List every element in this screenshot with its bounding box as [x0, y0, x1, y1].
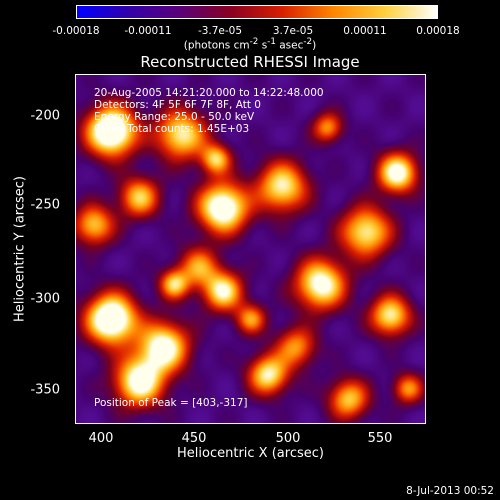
colorbar-tick: -0.00011: [124, 25, 172, 37]
info-line: Energy Range: 25.0 - 50.0 keV: [94, 111, 255, 123]
x-tick-label: 450: [181, 431, 207, 446]
heatmap-image: [76, 75, 425, 423]
timestamp: 8-Jul-2013 00:52: [406, 485, 494, 497]
y-tick-label: -200: [30, 108, 60, 124]
y-tick-label: -250: [30, 197, 60, 213]
colorbar: [76, 5, 438, 19]
x-tick-label: 500: [275, 431, 301, 446]
info-line: Clean Total counts: 1.45E+03: [94, 123, 250, 135]
colorbar-units: (photons cm-2 s-1 asec-2): [183, 37, 317, 52]
x-tick-label: 550: [367, 431, 393, 446]
plot-title: Reconstructed RHESSI Image: [140, 53, 360, 71]
info-line: Detectors: 4F 5F 6F 7F 8F, Att 0: [94, 99, 261, 111]
peak-position-label: Position of Peak = [403,-317]: [94, 397, 248, 409]
info-line: 20-Aug-2005 14:21:20.000 to 14:22:48.000: [94, 87, 324, 99]
y-axis-label: Heliocentric Y (arcsec): [12, 176, 28, 322]
colorbar-tick: 3.7e-05: [272, 25, 314, 37]
x-axis-label: Heliocentric X (arcsec): [177, 446, 324, 461]
x-tick-label: 400: [88, 431, 114, 446]
colorbar-tick: -3.7e-05: [197, 25, 243, 37]
colorbar-tick: 0.00011: [343, 25, 387, 37]
colorbar-tick: -0.00018: [52, 25, 100, 37]
image-plot: [75, 74, 426, 424]
y-tick-label: -300: [30, 291, 60, 307]
y-tick-label: -350: [30, 382, 60, 398]
colorbar-tick: 0.00018: [416, 25, 460, 37]
